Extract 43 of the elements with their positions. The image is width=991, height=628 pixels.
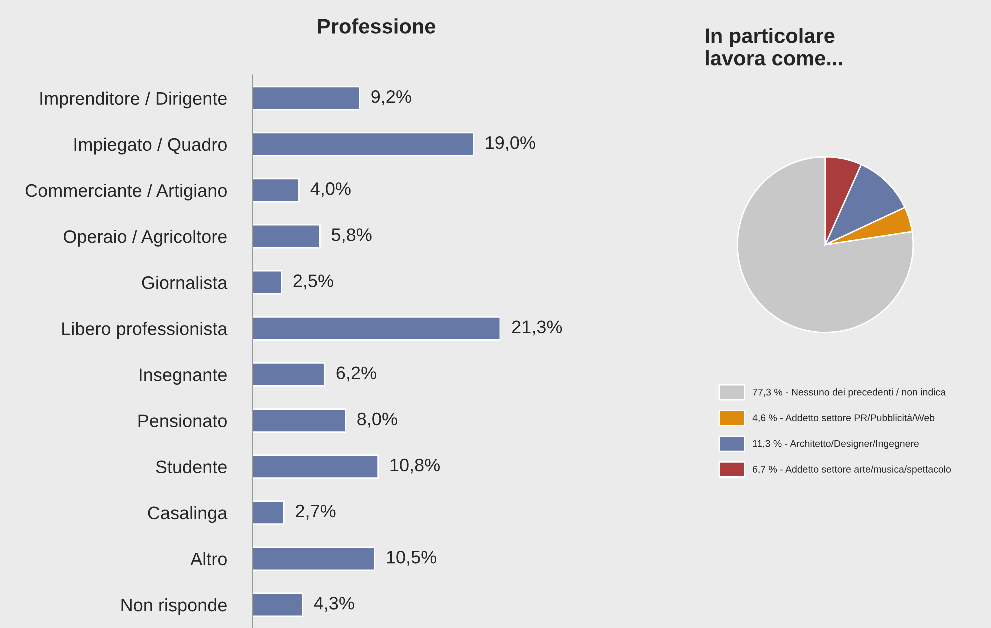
bar [252, 500, 285, 526]
bar [252, 546, 376, 572]
data-label: 9,2% [372, 90, 412, 106]
y-tick-label: Studente [156, 460, 227, 474]
bar [252, 316, 500, 341]
y-tick-label: Insegnante [140, 368, 227, 385]
y-tick-label: Casalinga [148, 506, 228, 524]
y-tick-label: Altro [190, 552, 227, 566]
y-tick-label: Giornalista [142, 276, 228, 290]
data-label: 5,8% [332, 228, 372, 244]
y-tick-label: Operaio / Agricoltore [64, 230, 227, 247]
data-label: 6,2% [336, 366, 376, 382]
y-tick-label: Pensionato [138, 414, 227, 428]
data-label: 2,5% [294, 274, 334, 290]
legend-label: 77,3 % - Nessuno dei precedenti / non indica [753, 388, 946, 398]
bar [252, 270, 282, 295]
bar [252, 178, 300, 203]
bar [252, 592, 304, 618]
bar [252, 408, 346, 433]
data-label: 4,0% [310, 182, 351, 198]
chart-title: In particolare lavora come... [706, 28, 842, 66]
y-tick-label: Imprenditore / Dirigente [40, 92, 227, 109]
y-tick-label: Commerciante / Artigiano [26, 184, 227, 201]
data-label: 8,0% [358, 412, 398, 428]
bar [252, 132, 474, 157]
y-tick-label: Libero professionista [62, 322, 228, 339]
chart-title: Professione [318, 18, 436, 34]
bar [252, 224, 321, 249]
legend-label: 11,3 % - Architetto/Designer/Ingegnere [753, 440, 919, 450]
data-label: 4,3% [314, 597, 354, 612]
bar [252, 454, 380, 480]
y-tick-label: Impiegato / Quadro [74, 138, 227, 155]
data-label: 19,0% [486, 136, 536, 152]
data-label: 10,8% [390, 458, 440, 474]
data-label: 2,7% [296, 504, 336, 520]
legend-label: 4,6 % - Addetto settore PR/Pubblicità/Web [752, 414, 935, 423]
pie-slice [736, 156, 914, 334]
legend-label: 6,7 % - Addetto settore arte/musica/spettacolo [753, 466, 952, 475]
data-label: 21,3% [512, 320, 562, 336]
bar [252, 86, 360, 111]
bar [252, 362, 326, 387]
y-tick-label: Non risponde [122, 598, 227, 616]
data-label: 10,5% [387, 550, 436, 566]
